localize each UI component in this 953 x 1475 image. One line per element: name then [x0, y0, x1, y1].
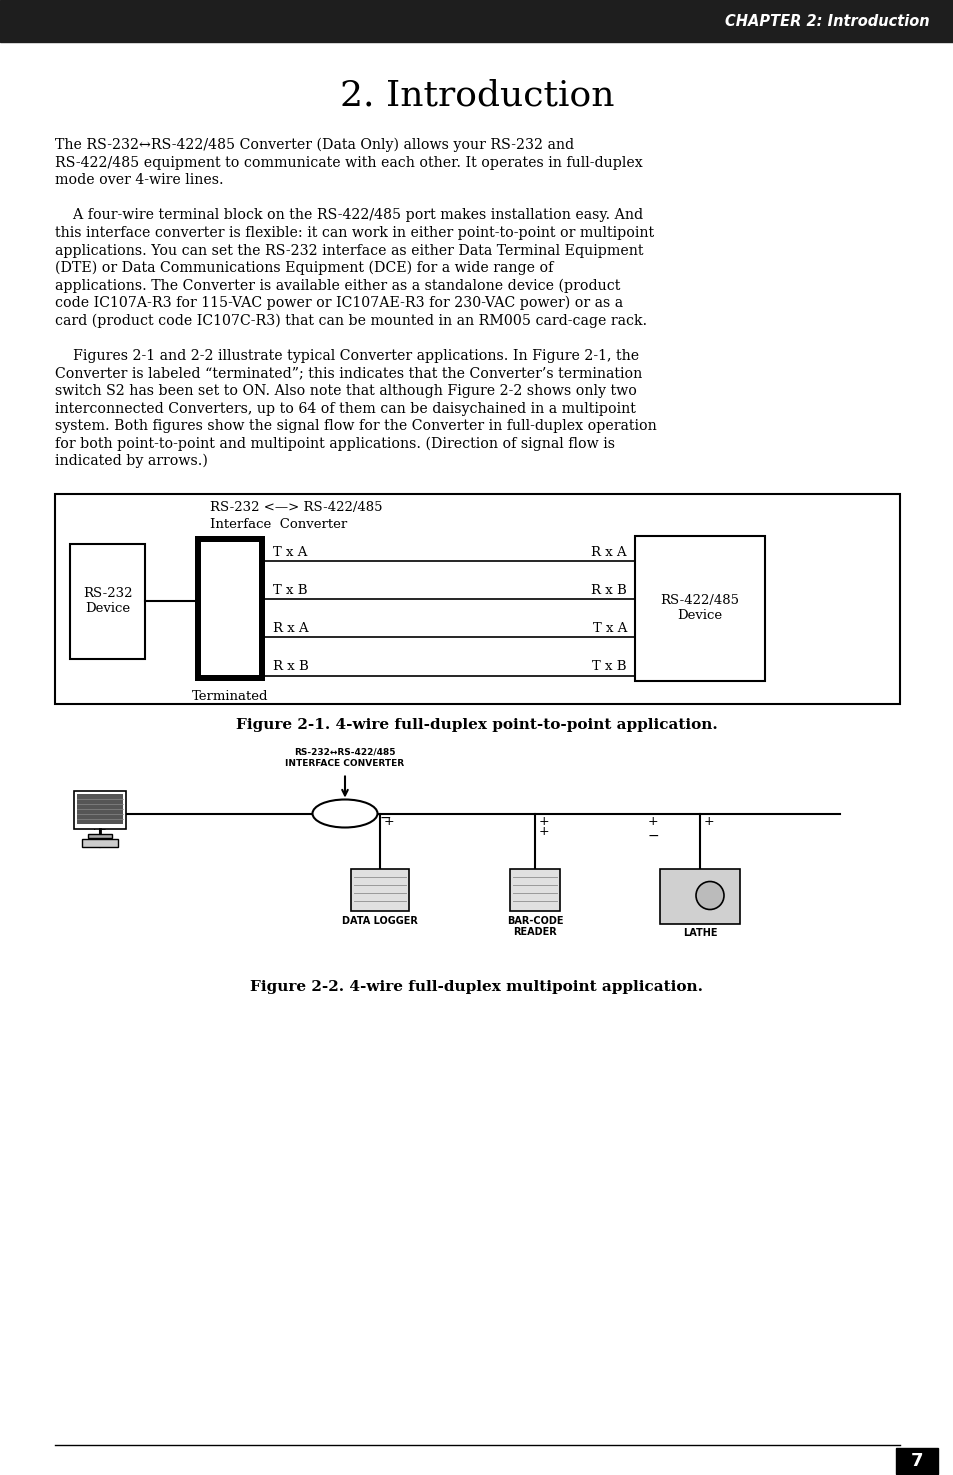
Text: switch S2 has been set to ON. Also note that although Figure 2-2 shows only two: switch S2 has been set to ON. Also note …	[55, 384, 637, 398]
Text: CHAPTER 2: Introduction: CHAPTER 2: Introduction	[724, 13, 929, 28]
Text: applications. The Converter is available either as a standalone device (product: applications. The Converter is available…	[55, 279, 619, 294]
Text: +: +	[384, 816, 395, 827]
Text: RS-422/485 equipment to communicate with each other. It operates in full-duplex: RS-422/485 equipment to communicate with…	[55, 155, 642, 170]
Text: interconnected Converters, up to 64 of them can be daisychained in a multipoint: interconnected Converters, up to 64 of t…	[55, 401, 636, 416]
Text: BAR-CODE
READER: BAR-CODE READER	[506, 916, 562, 937]
Text: A four-wire terminal block on the RS-422/485 port makes installation easy. And: A four-wire terminal block on the RS-422…	[55, 208, 642, 223]
Text: (DTE) or Data Communications Equipment (DCE) for a wide range of: (DTE) or Data Communications Equipment (…	[55, 261, 553, 276]
Text: T x B: T x B	[592, 661, 626, 674]
Bar	[510, 869, 559, 910]
Text: mode over 4-wire lines.: mode over 4-wire lines.	[55, 173, 223, 187]
Bar	[351, 869, 409, 910]
Text: RS-232 <—> RS-422/485: RS-232 <—> RS-422/485	[210, 502, 382, 515]
Bar	[659, 869, 740, 923]
Ellipse shape	[313, 799, 377, 827]
Bar	[55, 494, 899, 704]
Text: Figures 2-1 and 2-2 illustrate typical Converter applications. In Figure 2-1, th: Figures 2-1 and 2-2 illustrate typical C…	[55, 350, 639, 363]
Text: Terminated: Terminated	[192, 690, 268, 704]
Text: system. Both figures show the signal flow for the Converter in full-duplex opera: system. Both figures show the signal flo…	[55, 419, 656, 434]
Text: card (product code IC107C-R3) that can be mounted in an RM005 card-cage rack.: card (product code IC107C-R3) that can b…	[55, 314, 646, 327]
Text: Figure 2-2. 4-wire full-duplex multipoint application.: Figure 2-2. 4-wire full-duplex multipoin…	[251, 981, 702, 994]
Text: R x A: R x A	[273, 622, 309, 636]
Text: T x B: T x B	[273, 584, 307, 597]
Text: PC: PC	[92, 822, 107, 832]
Text: code IC107A-R3 for 115-VAC power or IC107AE-R3 for 230-VAC power) or as a: code IC107A-R3 for 115-VAC power or IC10…	[55, 296, 622, 310]
Text: −: −	[379, 810, 392, 825]
Bar	[895, 1448, 937, 1474]
Text: DATA LOGGER: DATA LOGGER	[342, 916, 417, 925]
Text: 2. Introduction: 2. Introduction	[339, 78, 614, 112]
Text: T x A: T x A	[273, 546, 307, 559]
Bar	[194, 535, 265, 680]
Text: for both point-to-point and multipoint applications. (Direction of signal flow i: for both point-to-point and multipoint a…	[55, 437, 615, 451]
Ellipse shape	[696, 882, 723, 910]
Text: +: +	[647, 816, 658, 827]
Text: indicated by arrows.): indicated by arrows.)	[55, 454, 208, 469]
Bar	[74, 791, 126, 829]
Text: R x B: R x B	[591, 584, 626, 597]
Text: RS-422/485
Device: RS-422/485 Device	[659, 594, 739, 622]
Text: applications. You can set the RS-232 interface as either Data Terminal Equipment: applications. You can set the RS-232 int…	[55, 243, 643, 258]
Text: 7: 7	[910, 1451, 923, 1471]
Text: R x A: R x A	[591, 546, 626, 559]
Bar	[88, 833, 112, 838]
Text: R x B: R x B	[273, 661, 309, 674]
Bar	[201, 541, 258, 674]
Text: The RS-232↔RS-422/485 Converter (Data Only) allows your RS-232 and: The RS-232↔RS-422/485 Converter (Data On…	[55, 139, 574, 152]
Text: this interface converter is flexible: it can work in either point-to-point or mu: this interface converter is flexible: it…	[55, 226, 654, 240]
Text: −: −	[647, 829, 659, 842]
Text: LATHE: LATHE	[682, 928, 717, 938]
Bar	[82, 838, 118, 847]
Bar	[77, 794, 123, 823]
Bar	[70, 543, 145, 658]
Text: Converter is labeled “terminated”; this indicates that the Converter’s terminati: Converter is labeled “terminated”; this …	[55, 366, 641, 381]
Text: T x A: T x A	[592, 622, 626, 636]
Text: RS-232
Device: RS-232 Device	[83, 587, 132, 615]
Text: Interface  Converter: Interface Converter	[210, 518, 347, 531]
Text: Figure 2-1. 4-wire full-duplex point-to-point application.: Figure 2-1. 4-wire full-duplex point-to-…	[236, 717, 717, 732]
Text: +: +	[538, 825, 549, 838]
Text: RS-232↔RS-422/485
INTERFACE CONVERTER: RS-232↔RS-422/485 INTERFACE CONVERTER	[285, 748, 404, 767]
Text: +: +	[703, 816, 714, 827]
Text: +: +	[538, 816, 549, 827]
Bar	[635, 535, 764, 680]
Bar	[0, 0, 953, 41]
